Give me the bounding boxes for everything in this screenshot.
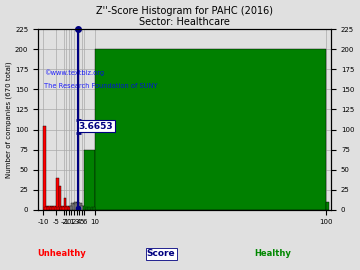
Bar bbox=[47, 207, 49, 210]
Bar bbox=[61, 206, 64, 210]
Bar bbox=[45, 207, 46, 210]
Bar bbox=[88, 207, 90, 210]
Bar bbox=[68, 207, 70, 210]
Bar bbox=[66, 206, 69, 210]
Text: 3.6653: 3.6653 bbox=[79, 122, 113, 131]
Bar bbox=[72, 203, 74, 210]
Bar bbox=[59, 186, 61, 210]
Bar bbox=[70, 206, 72, 210]
Text: The Research Foundation of SUNY: The Research Foundation of SUNY bbox=[44, 83, 157, 89]
Bar bbox=[54, 206, 56, 210]
Bar bbox=[82, 206, 84, 210]
Y-axis label: Number of companies (670 total): Number of companies (670 total) bbox=[5, 61, 12, 178]
Bar bbox=[51, 206, 54, 210]
Bar bbox=[52, 207, 54, 210]
Bar bbox=[69, 206, 72, 210]
Bar bbox=[83, 206, 85, 210]
Bar bbox=[93, 207, 95, 210]
Bar bbox=[43, 126, 46, 210]
Text: Score: Score bbox=[147, 249, 175, 258]
Text: Healthy: Healthy bbox=[254, 249, 291, 258]
Bar bbox=[56, 178, 59, 210]
Bar bbox=[64, 198, 66, 210]
Bar bbox=[46, 206, 48, 210]
Bar bbox=[65, 207, 67, 210]
Bar bbox=[84, 150, 95, 210]
Bar bbox=[74, 202, 77, 210]
Title: Z''-Score Histogram for PAHC (2016)
Sector: Healthcare: Z''-Score Histogram for PAHC (2016) Sect… bbox=[96, 6, 273, 27]
Bar bbox=[50, 207, 52, 210]
Bar bbox=[81, 206, 82, 210]
Bar bbox=[48, 206, 51, 210]
Bar bbox=[79, 203, 82, 210]
Bar bbox=[55, 207, 57, 210]
Bar bbox=[77, 202, 79, 210]
Text: ©www.textbiz.org: ©www.textbiz.org bbox=[44, 69, 104, 76]
Bar bbox=[86, 207, 88, 210]
Bar bbox=[60, 207, 62, 210]
Bar bbox=[78, 203, 80, 210]
Bar bbox=[73, 204, 75, 210]
Bar bbox=[95, 49, 326, 210]
Bar bbox=[75, 203, 77, 210]
Bar bbox=[91, 207, 93, 210]
Bar bbox=[326, 202, 329, 210]
Bar bbox=[63, 207, 64, 210]
Bar bbox=[57, 207, 59, 210]
Text: Unhealthy: Unhealthy bbox=[37, 249, 86, 258]
